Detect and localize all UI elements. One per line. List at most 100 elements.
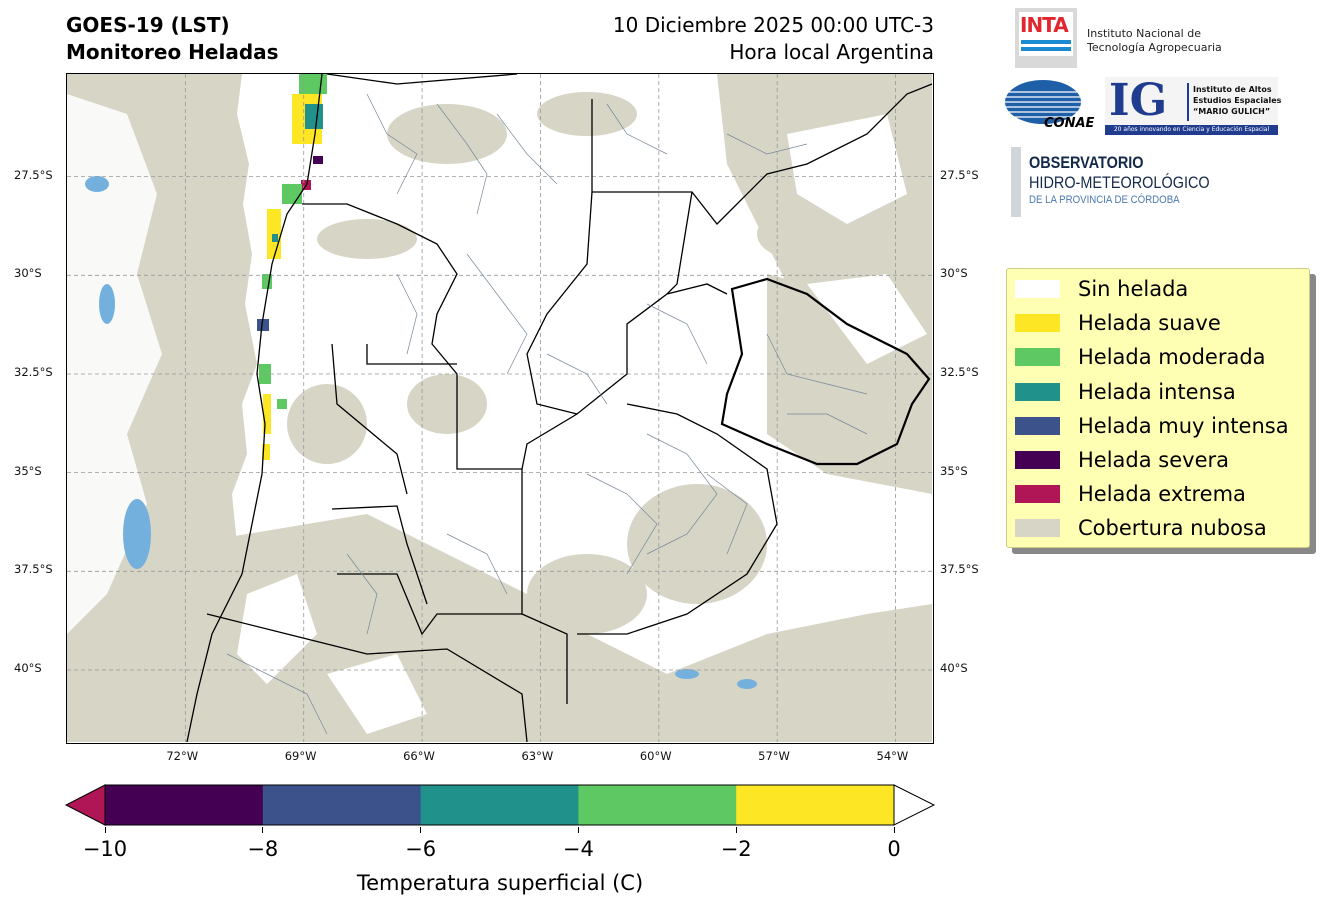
frost-map [66, 73, 934, 744]
lake [99, 284, 115, 324]
conae-logo-graphic [1005, 80, 1081, 124]
colorbar-tick-label: −6 [405, 837, 437, 861]
legend-label: Helada extrema [1078, 482, 1246, 507]
border-segment [331, 505, 428, 605]
ig-divider [1187, 83, 1189, 121]
lake [85, 176, 109, 192]
ig-name-line-3: “MARIO GULICH” [1193, 107, 1271, 116]
lat-tick-label-right: 27.5°S [940, 167, 979, 182]
frost-cell [299, 74, 327, 94]
legend-swatch [1015, 280, 1060, 298]
legend: Sin helada Helada suave Helada moderada Hel… [1006, 268, 1310, 548]
clear-patch-misiones [787, 114, 907, 224]
conae-logo-text: CONAE [1044, 116, 1095, 131]
border-segment [326, 74, 518, 85]
dept-line [496, 113, 558, 185]
colorbar-over-triangle [893, 784, 936, 826]
ig-name-line-2: Estudios Espaciales [1193, 96, 1282, 105]
border-segment [366, 344, 457, 365]
lat-tick-label-left: 27.5°S [14, 167, 53, 182]
ig-name-line-1: Instituto de Altos [1193, 85, 1272, 94]
lat-tick-label-right: 40°S [940, 661, 968, 675]
uruguay-border [720, 277, 931, 466]
cloud-patch-buenos-aires [627, 484, 767, 604]
inta-logo-text: INTA [1020, 13, 1069, 37]
title-line-1: GOES-19 (LST) [66, 13, 230, 37]
border-segment [302, 203, 728, 470]
legend-swatch [1015, 451, 1060, 469]
colorbar-tick-label: 0 [887, 837, 901, 861]
border-segment [526, 191, 593, 415]
colorbar-tick-mark [893, 827, 895, 833]
conae-logo: CONAE [1004, 78, 1094, 134]
dept-line [366, 93, 418, 195]
colorbar-segment [736, 785, 895, 825]
colorbar-under-triangle [64, 784, 106, 826]
colorbar-segment [262, 785, 422, 825]
lon-tick-label: 72°W [166, 749, 199, 763]
colorbar-graphic [64, 784, 936, 826]
cloud-patch [537, 92, 637, 136]
inta-logo-stripe [1021, 40, 1071, 44]
colorbar [64, 783, 936, 827]
legend-label: Helada muy intensa [1078, 413, 1289, 438]
dept-line [766, 333, 868, 395]
legend-swatch [1015, 485, 1060, 504]
province-borders [186, 74, 932, 742]
colorbar-tick-mark [735, 827, 737, 833]
colorbar-outline [104, 784, 895, 826]
ig-logo-text: IG [1109, 75, 1168, 126]
lake [675, 669, 699, 679]
colorbar-tick-label: −10 [82, 837, 128, 861]
cloud-patch [287, 384, 367, 464]
ig-logo: IG Instituto de Altos Estudios Espaciale… [1105, 75, 1282, 135]
dept-line [646, 433, 718, 555]
border-segment [337, 469, 523, 636]
dept-line [726, 133, 808, 155]
cloud-patch [317, 219, 417, 259]
colorbar-tick-mark [577, 827, 579, 833]
map-title: GOES-19 (LST) Monitoreo Heladas [66, 12, 279, 66]
legend-item: Helada extrema [1015, 477, 1246, 511]
cloud-patch [407, 374, 487, 434]
dept-line [446, 533, 508, 595]
dept-line [436, 103, 488, 215]
inta-name-line-1: Instituto Nacional de [1087, 27, 1201, 40]
dept-line [396, 273, 418, 355]
lat-tick-label-left: 30°S [14, 266, 42, 281]
lat-tick-label-left: 40°S [14, 661, 42, 675]
inta-name: Instituto Nacional de Tecnología Agropec… [1087, 27, 1222, 55]
frost-pixels [257, 74, 327, 460]
legend-item: Helada severa [1015, 443, 1229, 477]
inta-name-line-2: Tecnología Agropecuaria [1087, 41, 1222, 54]
frost-cell [262, 444, 270, 460]
lon-tick-label: 60°W [639, 749, 672, 763]
lat-tick-label-left: 35°S [14, 463, 42, 478]
dept-line [586, 473, 658, 575]
dept-line [466, 253, 528, 375]
lat-tick-label-left: 32.5°S [14, 364, 53, 379]
colorbar-segment [578, 785, 737, 825]
frost-cell [263, 394, 271, 434]
lon-tick-label: 57°W [758, 749, 790, 763]
legend-label: Helada moderada [1078, 345, 1266, 370]
lake [123, 499, 151, 569]
legend-label: Helada suave [1078, 311, 1221, 336]
lat-tick-label-right: 30°S [940, 266, 968, 281]
colorbar-tick-label: −4 [562, 837, 594, 861]
colorbar-segment [420, 785, 579, 825]
lat-tick-label-right: 35°S [940, 463, 968, 478]
lake [737, 679, 757, 689]
observatorio-line-3: DE LA PROVINCIA DE CÓRDOBA [1029, 194, 1180, 206]
border-segment [591, 83, 932, 225]
observatorio-logo: OBSERVATORIO HIDRO-METEOROLÓGICO DE LA P… [1029, 153, 1242, 207]
border-segment [331, 343, 408, 495]
border-segment [666, 191, 693, 295]
frost-cell [262, 274, 272, 289]
cloud-patch [387, 104, 507, 164]
colorbar-segment [105, 785, 264, 825]
frost-cell [272, 234, 278, 242]
department-borders [226, 93, 868, 735]
observatorio-line-2: HIDRO-METEOROLÓGICO [1029, 173, 1210, 192]
map-canvas [67, 74, 932, 742]
